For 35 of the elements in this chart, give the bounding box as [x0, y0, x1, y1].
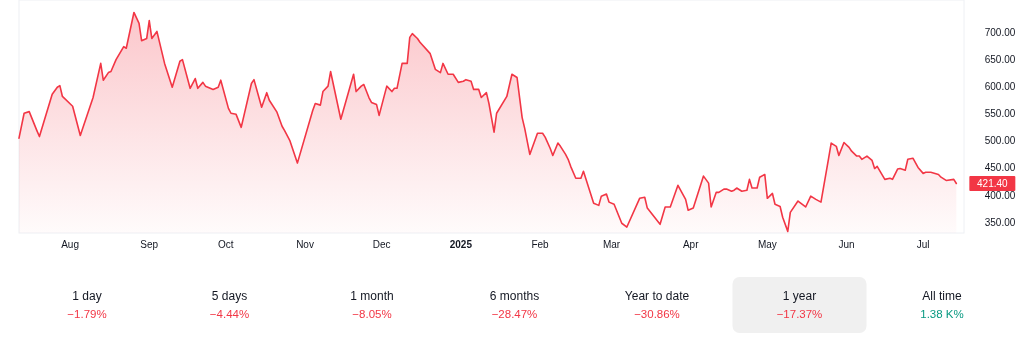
y-tick-label: 550.00 [984, 108, 1016, 120]
x-tick-label: Nov [296, 239, 314, 250]
x-tick-label: Oct [218, 239, 234, 250]
x-tick-label: 2025 [449, 239, 473, 250]
y-tick-label: 600.00 [984, 81, 1016, 93]
text: 5 days [211, 289, 248, 303]
y-tick-label: 700.00 [984, 27, 1016, 39]
text: All time [922, 289, 962, 303]
x-tick-label: Sep [140, 239, 159, 250]
y-tick-label: 350.00 [984, 216, 1016, 228]
x-tick-label: May [757, 239, 777, 250]
x-tick-label: Feb [531, 239, 550, 250]
text: 6 months [489, 289, 540, 303]
annotation: 421.40 [977, 177, 1009, 189]
text: Year to date [624, 289, 690, 303]
text: 1.38 K% [920, 308, 964, 320]
y-tick-label: 650.00 [984, 54, 1016, 66]
text: −1.79% [67, 308, 107, 320]
x-tick-label: Dec [372, 239, 391, 250]
x-tick-label: Aug [61, 239, 79, 250]
x-tick-label: Mar [602, 239, 621, 250]
text: −30.86% [634, 308, 680, 320]
x-tick-label: Apr [682, 239, 700, 250]
y-tick-label: 450.00 [984, 162, 1016, 174]
x-tick-label: Jun [838, 239, 855, 250]
text: −28.47% [491, 308, 538, 320]
y-tick-label: 400.00 [984, 189, 1016, 201]
text: −17.37% [776, 308, 823, 320]
text: −4.44% [209, 308, 250, 320]
text: 1 day [72, 289, 102, 303]
y-tick-label: 500.00 [984, 135, 1016, 147]
text: 1 year [782, 289, 817, 303]
x-tick-label: Jul [916, 239, 930, 250]
text: −8.05% [352, 308, 392, 320]
text: 1 month [350, 289, 394, 303]
